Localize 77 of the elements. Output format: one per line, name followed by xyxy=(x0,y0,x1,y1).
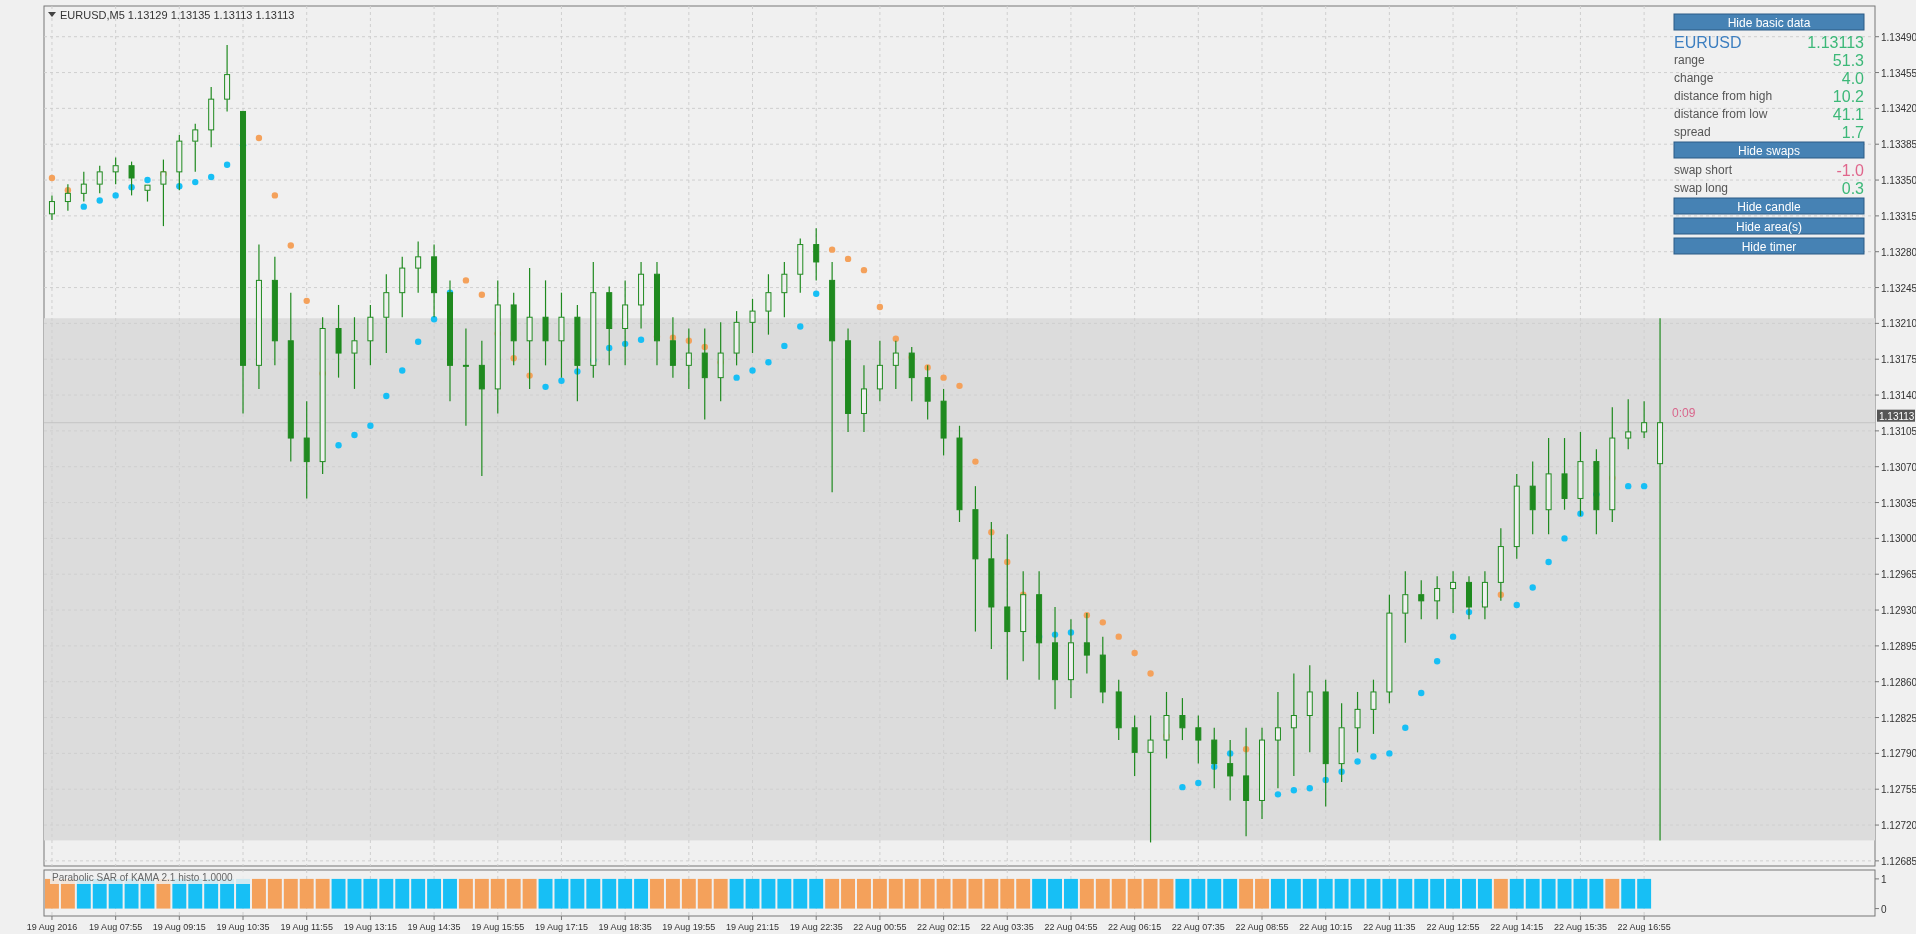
annotation: 0:09 xyxy=(1672,405,1696,420)
data-label: 0.3 xyxy=(1841,180,1865,197)
data-label: 10.2 xyxy=(1832,88,1865,105)
data-label: 41.1 xyxy=(1832,106,1865,123)
y-tick-label: 1.12825 xyxy=(1881,712,1916,724)
category-label: swap short xyxy=(1674,163,1733,177)
y-tick-label: 1.13420 xyxy=(1881,103,1916,115)
y-tick-label: 1.12720 xyxy=(1881,820,1916,832)
x-tick-label: 19 Aug 17:15 xyxy=(534,922,588,932)
x-tick-label: 19 Aug 09:15 xyxy=(152,922,206,932)
annotation: Hide timer xyxy=(1741,239,1797,254)
category-label: swap long xyxy=(1674,181,1729,195)
y-tick-label: 1.13385 xyxy=(1881,139,1916,151)
x-tick-label: 19 Aug 18:35 xyxy=(598,922,652,932)
category-label: range xyxy=(1674,53,1706,67)
chart-title: EURUSD,M5 1.13129 1.13135 1.13113 1.13113 xyxy=(60,9,295,21)
category-label: EURUSD xyxy=(1674,34,1742,51)
x-tick-label: 22 Aug 16:55 xyxy=(1617,922,1671,932)
x-tick-label: 22 Aug 00:55 xyxy=(853,922,907,932)
annotation: Hide candle xyxy=(1737,199,1802,214)
x-tick-label: 22 Aug 14:15 xyxy=(1490,922,1544,932)
y-tick-label: 1.13175 xyxy=(1881,354,1916,366)
y-tick-label: 1.12965 xyxy=(1881,569,1916,581)
y-tick-label: 1.12895 xyxy=(1881,640,1916,652)
x-tick-label: 19 Aug 15:55 xyxy=(471,922,525,932)
y-tick-label: 1 xyxy=(1881,873,1887,885)
data-label: 51.3 xyxy=(1832,52,1865,69)
data-label: -1.0 xyxy=(1836,162,1865,179)
y-tick-label: 1.12755 xyxy=(1881,784,1916,796)
y-tick-label: 1.13140 xyxy=(1881,390,1916,402)
x-tick-label: 22 Aug 08:55 xyxy=(1235,922,1289,932)
y-tick-label: 0 xyxy=(1881,903,1887,915)
x-tick-label: 22 Aug 10:15 xyxy=(1299,922,1353,932)
y-tick-label: 1.12685 xyxy=(1881,855,1916,867)
category-label: distance from low xyxy=(1674,107,1768,121)
x-tick-label: 19 Aug 13:15 xyxy=(343,922,397,932)
y-tick-label: 1.12860 xyxy=(1881,676,1916,688)
x-tick-label: 19 Aug 10:35 xyxy=(216,922,270,932)
y-tick-label: 1.13245 xyxy=(1881,282,1916,294)
x-tick-label: 22 Aug 06:15 xyxy=(1108,922,1162,932)
y-tick-label: 1.13315 xyxy=(1881,210,1916,222)
y-tick-label: 1.13350 xyxy=(1881,175,1916,187)
data-label: 1.7 xyxy=(1841,124,1865,141)
x-tick-label: 19 Aug 07:55 xyxy=(89,922,143,932)
x-tick-label: 22 Aug 15:35 xyxy=(1553,922,1607,932)
x-tick-label: 19 Aug 14:35 xyxy=(407,922,461,932)
y-tick-label: 1.13000 xyxy=(1881,533,1916,545)
annotation: Hide area(s) xyxy=(1735,219,1803,234)
data-label: 4.0 xyxy=(1841,70,1865,87)
annotation: Hide basic data xyxy=(1727,15,1811,30)
x-tick-label: 22 Aug 02:15 xyxy=(917,922,971,932)
y-tick-label: 1.13210 xyxy=(1881,318,1916,330)
annotation: Hide swaps xyxy=(1737,143,1801,158)
category-label: spread xyxy=(1674,125,1711,139)
y-tick-label: 1.13490 xyxy=(1881,31,1916,43)
x-tick-label: 19 Aug 19:55 xyxy=(662,922,716,932)
x-tick-label: 22 Aug 12:55 xyxy=(1426,922,1480,932)
y-tick-label: 1.12790 xyxy=(1881,748,1916,760)
y-tick-label: 1.13070 xyxy=(1881,461,1916,473)
y-tick-label: 1.13035 xyxy=(1881,497,1916,509)
x-tick-label: 19 Aug 11:55 xyxy=(280,922,333,932)
y-tick-label: 1.12930 xyxy=(1881,605,1916,617)
y-tick-label: 1.13455 xyxy=(1881,67,1916,79)
category-label: change xyxy=(1674,71,1714,85)
chart-title: Parabolic SAR of KAMA 2.1 histo 1.0000 xyxy=(52,872,234,883)
x-tick-label: 22 Aug 04:55 xyxy=(1044,922,1098,932)
ref-line-label: 1.13113 xyxy=(1879,410,1915,422)
y-tick-label: 1.13105 xyxy=(1881,425,1916,437)
x-tick-label: 19 Aug 22:35 xyxy=(789,922,843,932)
x-tick-label: 19 Aug 21:15 xyxy=(725,922,780,932)
y-tick-label: 1.13280 xyxy=(1881,246,1916,258)
data-label: 1.13113 xyxy=(1807,34,1865,51)
category-label: distance from high xyxy=(1674,89,1773,103)
x-tick-label: 22 Aug 11:35 xyxy=(1363,922,1416,932)
x-tick-label: 22 Aug 07:35 xyxy=(1171,922,1225,932)
x-tick-label: 22 Aug 03:35 xyxy=(980,922,1034,932)
x-tick-label: 19 Aug 2016 xyxy=(26,922,78,932)
